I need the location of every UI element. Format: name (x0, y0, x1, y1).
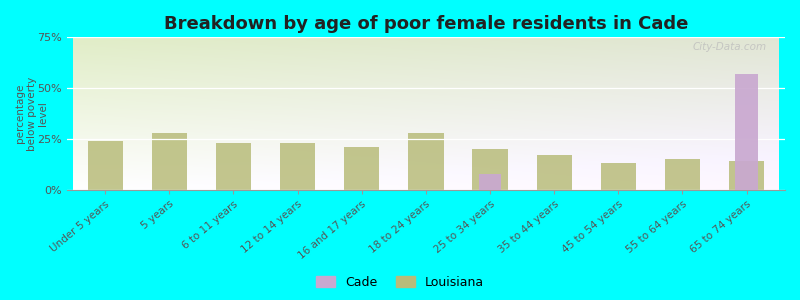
Bar (665, 159, 700, 190)
Bar (472, 149, 508, 190)
Y-axis label: percentage
below poverty
level: percentage below poverty level (15, 76, 48, 151)
Bar (280, 143, 315, 190)
Bar (601, 164, 636, 190)
Bar (216, 143, 251, 190)
Text: City-Data.com: City-Data.com (693, 42, 767, 52)
Bar (729, 161, 764, 190)
Bar (735, 74, 758, 190)
Bar (408, 133, 443, 190)
Bar (537, 155, 572, 190)
Legend: Cade, Louisiana: Cade, Louisiana (311, 271, 489, 294)
Bar (88, 141, 123, 190)
Title: Breakdown by age of poor female residents in Cade: Breakdown by age of poor female resident… (164, 15, 688, 33)
Bar (478, 174, 502, 190)
Bar (344, 147, 379, 190)
Bar (152, 133, 187, 190)
